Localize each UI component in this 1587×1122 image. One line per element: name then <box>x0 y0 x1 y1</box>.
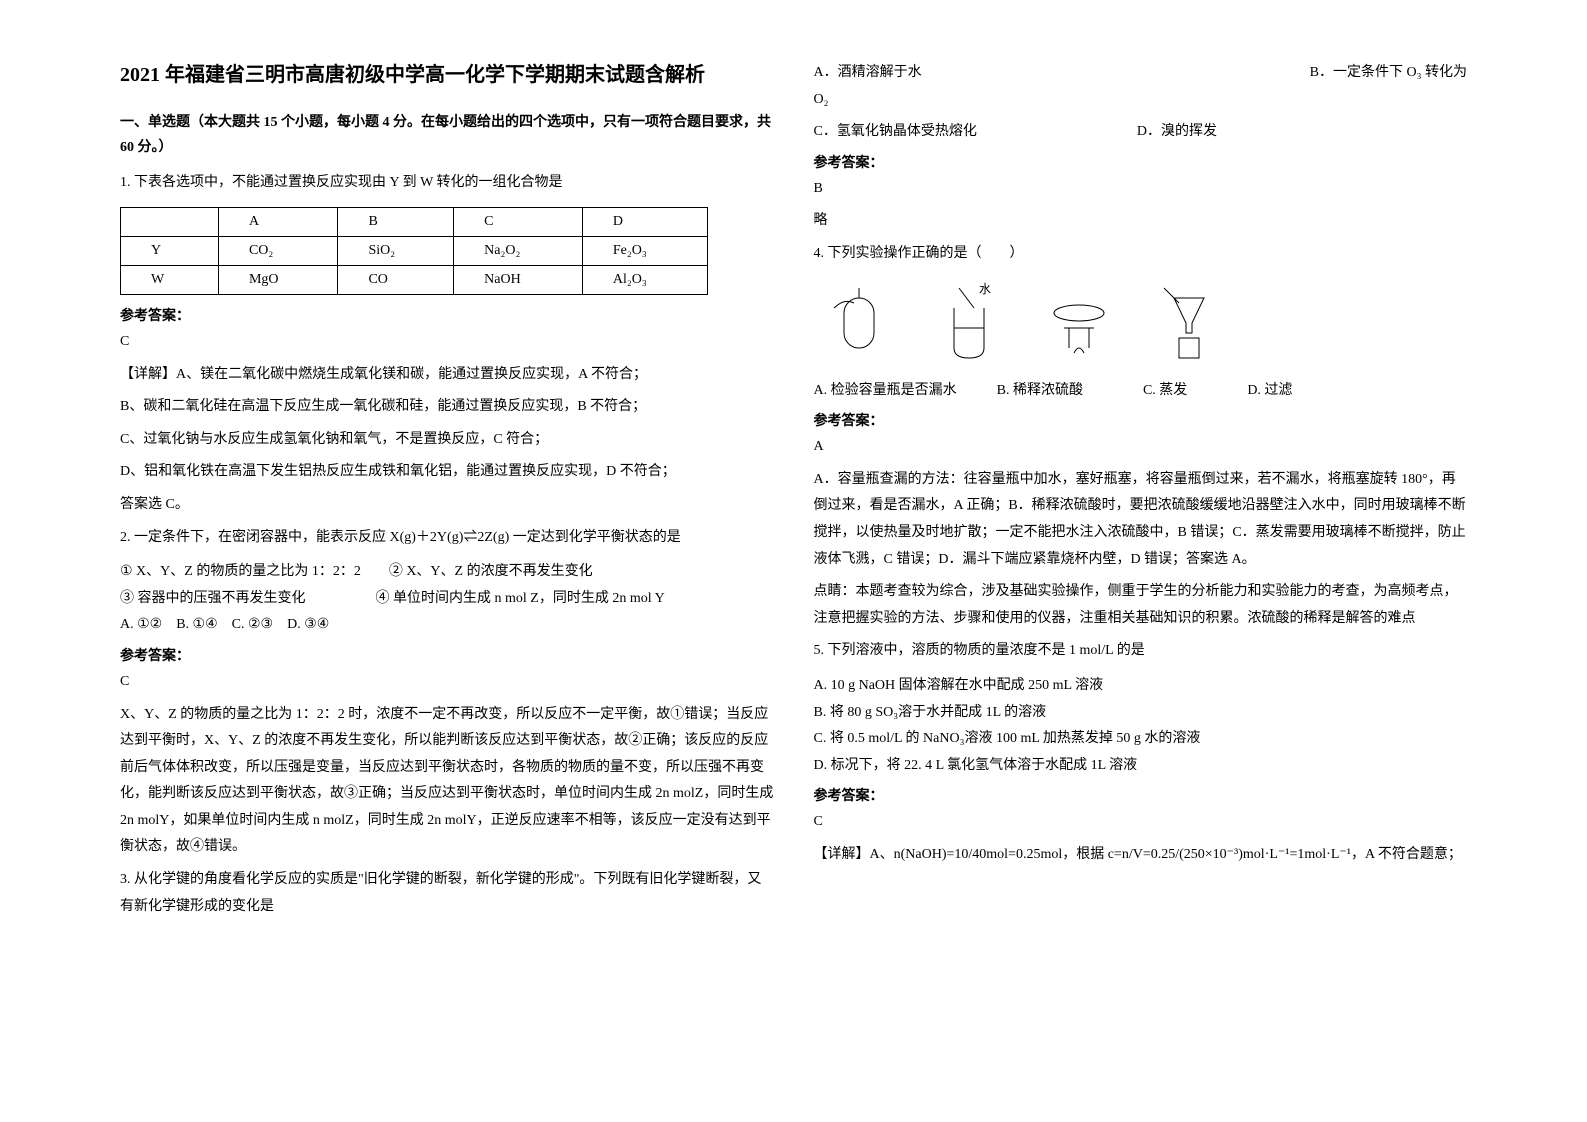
explanation: D、铝和氧化铁在高温下发生铝热反应生成铁和氧化铝，能通过置换反应实现，D 不符合… <box>120 459 774 486</box>
table-cell: CO₂ <box>218 236 338 265</box>
table-cell: D <box>582 207 707 236</box>
table-cell: Y <box>121 236 219 265</box>
table-cell: W <box>121 265 219 294</box>
q4-images: 水 <box>814 278 1468 368</box>
answer-label: 参考答案： <box>814 785 1468 805</box>
opt-c: C．氢氧化钠晶体受热熔化 <box>814 119 977 146</box>
answer-letter: C <box>120 329 774 356</box>
explanation: A．容量瓶查漏的方法：往容量瓶中加水，塞好瓶塞，将容量瓶倒过来，若不漏水，将瓶塞… <box>814 467 1468 573</box>
q4-image-labels: A. 检验容量瓶是否漏水 B. 稀释浓硫酸 C. 蒸发 D. 过滤 <box>814 378 1468 405</box>
explanation: 点睛：本题考查较为综合，涉及基础实验操作，侧重于学生的分析能力和实验能力的考查，… <box>814 579 1468 632</box>
answer-label: 参考答案： <box>814 410 1468 430</box>
explanation: 【详解】A、镁在二氧化碳中燃烧生成氧化镁和碳，能通过置换反应实现，A 不符合； <box>120 362 774 389</box>
table-cell: Na₂O₂ <box>454 236 583 265</box>
dilute-acid-icon: 水 <box>924 278 1014 368</box>
table-cell: CO <box>338 265 454 294</box>
table-cell: Al₂O₃ <box>582 265 707 294</box>
img-label: B. 稀释浓硫酸 <box>997 378 1083 405</box>
page-title: 2021 年福建省三明市高唐初级中学高一化学下学期期末试题含解析 <box>120 60 774 90</box>
q3-options-row1: A．酒精溶解于水 B．一定条件下 O₃ 转化为 <box>814 60 1468 87</box>
q5-opt: A. 10 g NaOH 固体溶解在水中配成 250 mL 溶液 <box>814 673 1468 700</box>
answer-letter: C <box>814 809 1468 836</box>
svg-text:水: 水 <box>979 282 991 296</box>
answer-label: 参考答案： <box>814 152 1468 172</box>
img-label: C. 蒸发 <box>1143 378 1187 405</box>
table-cell <box>121 207 219 236</box>
q3-stem: 3. 从化学键的角度看化学反应的实质是"旧化学键的断裂，新化学键的形成"。下列既… <box>120 867 774 920</box>
img-label: D. 过滤 <box>1247 378 1292 405</box>
note: 略 <box>814 208 1468 235</box>
opt-a: A．酒精溶解于水 <box>814 60 922 87</box>
table-cell: A <box>218 207 338 236</box>
q2-opt: ③ 容器中的压强不再发生变化 ④ 单位时间内生成 n mol Z，同时生成 2n… <box>120 586 774 613</box>
filter-icon <box>1144 278 1234 368</box>
q5-opt: D. 标况下，将 22. 4 L 氯化氢气体溶于水配成 1L 溶液 <box>814 753 1468 780</box>
section-heading: 一、单选题（本大题共 15 个小题，每小题 4 分。在每小题给出的四个选项中，只… <box>120 110 774 160</box>
q3-options-row2: C．氢氧化钠晶体受热熔化 D．溴的挥发 <box>814 119 1468 146</box>
q4-stem: 4. 下列实验操作正确的是（ ） <box>814 241 1468 268</box>
answer-label: 参考答案： <box>120 305 774 325</box>
q1-stem: 1. 下表各选项中，不能通过置换反应实现由 Y 到 W 转化的一组化合物是 <box>120 170 774 197</box>
q2-stem: 2. 一定条件下，在密闭容器中，能表示反应 X(g)＋2Y(g)⇌2Z(g) 一… <box>120 525 774 552</box>
q5-opt: C. 将 0.5 mol/L 的 NaNO₃溶液 100 mL 加热蒸发掉 50… <box>814 726 1468 753</box>
right-column: A．酒精溶解于水 B．一定条件下 O₃ 转化为 O₂ C．氢氧化钠晶体受热熔化 … <box>794 60 1488 1062</box>
table-cell: SiO₂ <box>338 236 454 265</box>
opt-b-cont: O₂ <box>814 87 1468 114</box>
q2-opt: ① X、Y、Z 的物质的量之比为 1：2：2 ② X、Y、Z 的浓度不再发生变化 <box>120 559 774 586</box>
explanation: 【详解】A、n(NaOH)=10/40mol=0.25mol，根据 c=n/V=… <box>814 842 1468 869</box>
opt-d: D．溴的挥发 <box>1137 119 1217 146</box>
q2-choices: A. ①② B. ①④ C. ②③ D. ③④ <box>120 612 774 639</box>
explanation: C、过氧化钠与水反应生成氢氧化钠和氧气，不是置换反应，C 符合； <box>120 427 774 454</box>
explanation: 答案选 C。 <box>120 492 774 519</box>
table-cell: Fe₂O₃ <box>582 236 707 265</box>
answer-letter: C <box>120 669 774 696</box>
answer-letter: A <box>814 434 1468 461</box>
evaporate-icon <box>1034 278 1124 368</box>
flask-check-icon <box>814 278 904 368</box>
explanation: X、Y、Z 的物质的量之比为 1：2：2 时，浓度不一定不再改变，所以反应不一定… <box>120 702 774 862</box>
opt-b: B．一定条件下 O₃ 转化为 <box>1310 60 1467 87</box>
left-column: 2021 年福建省三明市高唐初级中学高一化学下学期期末试题含解析 一、单选题（本… <box>100 60 794 1062</box>
answer-label: 参考答案： <box>120 645 774 665</box>
q5-opt: B. 将 80 g SO₃溶于水并配成 1L 的溶液 <box>814 700 1468 727</box>
img-label: A. 检验容量瓶是否漏水 <box>814 378 957 405</box>
table-cell: B <box>338 207 454 236</box>
explanation: B、碳和二氧化硅在高温下反应生成一氧化碳和硅，能通过置换反应实现，B 不符合； <box>120 394 774 421</box>
answer-letter: B <box>814 176 1468 203</box>
table-cell: MgO <box>218 265 338 294</box>
q1-table: A B C D Y CO₂ SiO₂ Na₂O₂ Fe₂O₃ W MgO CO … <box>120 207 708 295</box>
table-cell: NaOH <box>454 265 583 294</box>
table-cell: C <box>454 207 583 236</box>
q5-stem: 5. 下列溶液中，溶质的物质的量浓度不是 1 mol/L 的是 <box>814 638 1468 665</box>
